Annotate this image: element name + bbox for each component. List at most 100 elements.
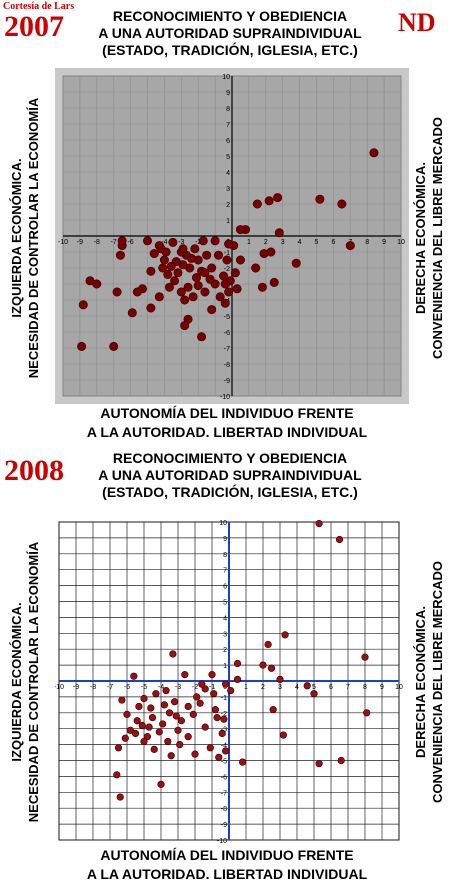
data-point [220,279,230,289]
data-point [220,715,228,723]
y-tick-label: 5 [226,154,230,161]
x-tick-label: -7 [107,684,113,691]
data-point [264,196,274,206]
y-tick-label: -6 [224,330,230,337]
data-point [121,734,129,742]
data-point [132,287,142,297]
chart-title-2007: RECONOCIMIENTO Y OBEDIENCIA A UNA AUTORI… [70,8,390,59]
data-point [180,321,190,331]
x-tick-label: 5 [315,239,319,246]
data-point [291,258,301,268]
y-tick-label: 3 [223,631,227,638]
corner-label: ND [398,8,436,37]
y-tick-label: 9 [223,536,227,543]
data-point [222,255,232,265]
data-point [118,696,126,704]
data-point [140,694,148,703]
data-point [208,671,216,679]
data-point [157,780,165,788]
data-point [315,760,323,768]
title-line: (ESTADO, TRADICIÓN, IGLESIA, ETC.) [102,484,358,500]
right-label-line: CONVENIENCIA DEL LIBRE MERCADO [430,117,445,359]
data-point [146,266,156,276]
data-point [230,268,240,278]
y-tick-label: 10 [222,74,230,81]
data-point [184,702,192,711]
y-tick-label: -2 [224,266,230,273]
y-tick-label: 8 [223,552,227,559]
data-point [232,284,242,294]
y-tick-label: -5 [221,759,227,766]
data-point [345,241,355,251]
y-tick-label: 3 [226,186,230,193]
data-point [115,250,125,260]
data-point [193,693,201,701]
data-point [168,237,178,247]
data-point [164,282,174,292]
year-label-2008: 2008 [4,454,64,487]
data-point [165,709,174,717]
data-point [191,750,199,758]
x-tick-label: 3 [281,239,285,246]
y-tick-label: -9 [221,822,227,829]
x-tick-label: -3 [175,684,181,691]
data-point [273,193,283,203]
data-point [213,250,223,260]
data-point [220,298,230,308]
data-point [130,672,138,680]
data-point [213,713,221,722]
y-tick-label: -6 [221,774,227,781]
y-tick-label: -8 [224,362,230,369]
data-point [207,305,217,315]
xlabel-line: AUTONOMÍA DEL INDIVIDUO FRENTE [100,405,354,421]
data-point [177,717,185,725]
x-tick-label: -5 [141,684,147,691]
title-line: (ESTADO, TRADICIÓN, IGLESIA, ETC.) [102,42,358,58]
data-point [154,292,164,302]
data-point [140,737,148,746]
x-tick-label: 1 [244,684,248,691]
x-tick-label: 8 [363,684,367,691]
data-point [239,758,247,766]
x-tick-label: 1 [247,239,251,246]
data-point [147,704,155,712]
y-tick-label: 1 [226,218,230,225]
x-tick-label: -3 [178,239,184,246]
right-label-line: DERECHA ECONÓMICA. [413,162,428,314]
data-point [152,690,160,698]
data-point [269,277,279,287]
data-point [133,717,141,725]
data-point [235,255,245,265]
data-point [210,690,218,698]
data-point [138,721,146,730]
y-tick-label: -1 [221,695,227,702]
data-point [207,263,217,273]
y-tick-label: 9 [226,90,230,97]
y-tick-label: -3 [221,727,227,734]
data-point [281,631,289,639]
left-label-line: NECESIDAD DE CONTROLAR LA ECONOMÍA [26,541,41,823]
x-tick-label: -8 [94,239,100,246]
data-point [233,675,242,684]
data-point [267,664,276,672]
title-line: RECONOCIMIENTO Y OBEDIENCIA [112,450,348,466]
data-point [114,744,123,752]
x-tick-label: 2 [264,239,268,246]
y-tick-label: 6 [226,138,230,145]
credit-text: Cortesía de Lars [3,1,75,12]
data-point [257,282,267,292]
data-point [227,686,235,695]
data-point [224,287,234,297]
y-tick-label: 4 [223,615,227,622]
data-point [164,737,172,746]
x-tick-label: -6 [124,684,130,691]
x-tick-label: -1 [209,684,215,691]
data-point [198,236,208,246]
x-tick-label: 4 [295,684,299,691]
y-tick-label: -9 [224,378,230,385]
data-point [163,269,173,279]
data-point [188,292,198,302]
title-line: A UNA AUTORIDAD SUPRAINDIVIDUAL [98,25,362,41]
scatter-plot-2007: -10 -9 -8 -7 -6 -5 -4 -3 -2 -1 1 2 3 4 5 6 7 8 9 10 -10 -9 -8 -… [55,68,409,404]
x-tick-label: 5 [312,684,316,691]
